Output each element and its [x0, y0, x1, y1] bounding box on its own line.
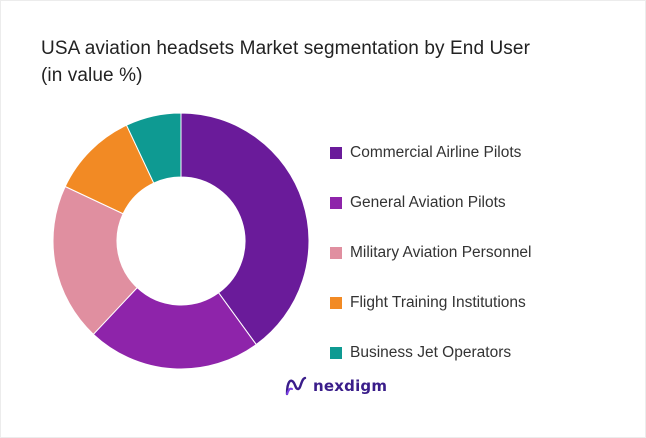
legend-item-military-aviation-personnel: Military Aviation Personnel: [330, 228, 630, 278]
legend-item-flight-training-institutions: Flight Training Institutions: [330, 278, 630, 328]
legend-label: General Aviation Pilots: [350, 194, 506, 211]
nexdigm-logo-icon: [285, 376, 307, 396]
brand-footer: nexdigm: [284, 373, 387, 399]
chart-title-line-2: (in value %): [41, 65, 143, 86]
legend-label: Flight Training Institutions: [350, 294, 526, 311]
donut-chart: [52, 112, 310, 370]
donut-slice-general-aviation-pilots: [92, 286, 257, 370]
legend-label: Military Aviation Personnel: [350, 244, 532, 261]
brand-name: nexdigm: [313, 377, 388, 395]
legend-item-general-aviation-pilots: General Aviation Pilots: [330, 178, 630, 228]
legend-swatch: [330, 147, 342, 159]
legend-swatch: [330, 197, 342, 209]
legend-swatch: [330, 347, 342, 359]
legend-item-commercial-airline-pilots: Commercial Airline Pilots: [330, 128, 630, 178]
donut-slice-business-jet-operators: [125, 112, 182, 184]
chart-title: USA aviation headsets Market segmentatio…: [41, 35, 621, 89]
chart-title-line-1: USA aviation headsets Market segmentatio…: [41, 38, 531, 59]
legend-swatch: [330, 297, 342, 309]
legend-label: Commercial Airline Pilots: [350, 144, 522, 161]
donut-slice-commercial-airline-pilots: [180, 112, 310, 346]
donut-slice-military-aviation-personnel: [52, 185, 138, 336]
legend-label: Business Jet Operators: [350, 344, 512, 361]
chart-legend: Commercial Airline Pilots General Aviatio…: [330, 128, 630, 378]
legend-item-business-jet-operators: Business Jet Operators: [330, 328, 630, 378]
legend-swatch: [330, 247, 342, 259]
